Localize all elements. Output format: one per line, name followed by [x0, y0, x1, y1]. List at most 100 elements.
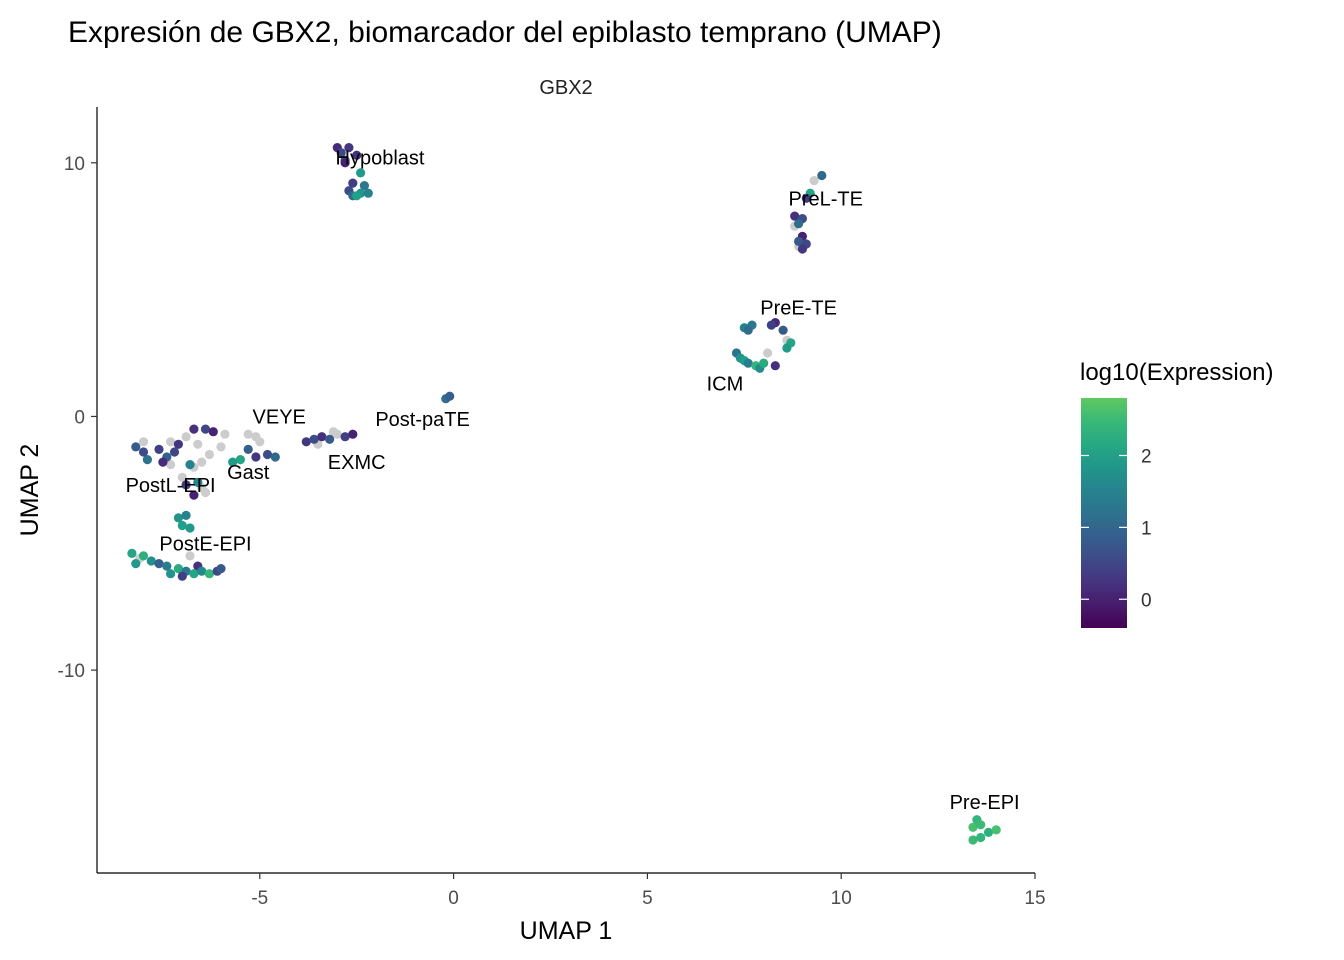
data-point: [177, 520, 187, 531]
data-point: [759, 358, 769, 368]
data-point: [173, 513, 183, 523]
data-point: [131, 559, 141, 569]
cluster-label: Gast: [227, 462, 270, 484]
data-point: [976, 820, 986, 830]
data-point: [340, 158, 350, 168]
data-point: [797, 244, 808, 254]
scatter-points: [127, 143, 1001, 845]
data-point: [817, 170, 827, 181]
data-point: [743, 358, 753, 368]
y-axis-ticks: -10 0 10: [58, 154, 97, 682]
data-point: [204, 449, 214, 460]
data-point: [127, 548, 137, 559]
data-point: [243, 444, 253, 454]
data-point: [235, 455, 245, 465]
data-point: [158, 457, 168, 467]
data-point: [790, 211, 800, 221]
data-point: [166, 437, 176, 447]
x-tick-label: 0: [448, 888, 459, 909]
data-point: [317, 432, 327, 442]
facet-label: GBX2: [539, 77, 592, 99]
data-point: [228, 457, 238, 467]
data-point: [138, 447, 149, 457]
data-point: [794, 236, 804, 246]
cluster-label: Hypoblast: [336, 148, 425, 170]
axes: [96, 107, 1035, 874]
data-point: [255, 437, 265, 447]
chart-title: Expresión de GBX2, biomarcador del epibl…: [68, 16, 942, 49]
data-point: [976, 832, 986, 843]
y-axis-title: UMAP 2: [16, 444, 44, 537]
legend-colorbar: [1081, 398, 1127, 628]
data-point: [142, 455, 152, 465]
data-point: [801, 193, 811, 203]
data-point: [262, 449, 273, 460]
data-point: [220, 429, 230, 439]
legend-tick-label: 1: [1141, 518, 1152, 539]
data-point: [352, 150, 362, 160]
data-point: [968, 835, 978, 845]
data-point: [743, 325, 753, 335]
data-point: [208, 427, 218, 437]
data-point: [809, 176, 819, 186]
x-axis-ticks: -5 0 5 10 15: [251, 873, 1046, 909]
data-point: [794, 219, 804, 229]
legend-title: log10(Expression): [1080, 359, 1273, 386]
data-point: [185, 551, 195, 561]
data-point: [251, 452, 261, 462]
legend-ticks: 0 1 2: [1081, 447, 1152, 611]
data-point: [359, 181, 369, 191]
data-point: [766, 320, 777, 330]
data-point: [336, 148, 346, 158]
data-point: [181, 510, 191, 520]
data-point: [328, 427, 338, 437]
x-tick-label: 5: [642, 888, 653, 909]
data-point: [189, 569, 199, 579]
data-point: [200, 487, 211, 498]
cluster-label: PreE-TE: [760, 297, 837, 319]
data-point: [782, 343, 792, 353]
y-tick-label: 0: [74, 407, 85, 428]
data-point: [173, 439, 183, 449]
data-point: [344, 143, 354, 153]
x-tick-label: 15: [1024, 888, 1045, 909]
data-point: [177, 472, 187, 482]
data-point: [243, 429, 253, 439]
data-point: [173, 564, 183, 574]
data-point: [356, 168, 366, 178]
data-point: [193, 439, 203, 449]
data-point: [204, 569, 214, 579]
data-point: [131, 442, 141, 452]
data-point: [363, 188, 373, 198]
data-point: [301, 437, 311, 447]
data-point: [169, 447, 180, 457]
data-point: [154, 444, 164, 454]
cluster-label: PreL-TE: [788, 188, 862, 210]
data-point: [166, 569, 176, 579]
cluster-label: ICM: [707, 374, 744, 396]
data-point: [348, 178, 358, 188]
data-point: [770, 361, 780, 371]
data-point: [778, 325, 788, 335]
cluster-label: PostE-EPI: [159, 533, 251, 555]
data-point: [181, 480, 191, 490]
data-point: [189, 490, 199, 500]
data-point: [348, 429, 358, 439]
data-point: [763, 348, 773, 358]
data-point: [968, 822, 978, 832]
data-point: [189, 424, 199, 434]
cluster-label: Post-paTE: [375, 409, 469, 431]
data-point: [177, 571, 187, 581]
data-point: [200, 424, 211, 434]
data-point: [983, 827, 994, 838]
data-point: [185, 460, 195, 470]
data-point: [197, 566, 207, 576]
legend-tick-label: 0: [1141, 590, 1152, 611]
legend-tick-label: 2: [1141, 447, 1152, 468]
cluster-label: EXMC: [328, 452, 386, 474]
cluster-label: Pre-EPI: [950, 792, 1020, 814]
y-tick-label: 10: [64, 154, 85, 175]
cluster-labels: Hypoblast PreL-TE PreE-TE ICM Post-paTE VEYE E…: [126, 148, 1020, 814]
data-point: [216, 442, 226, 452]
